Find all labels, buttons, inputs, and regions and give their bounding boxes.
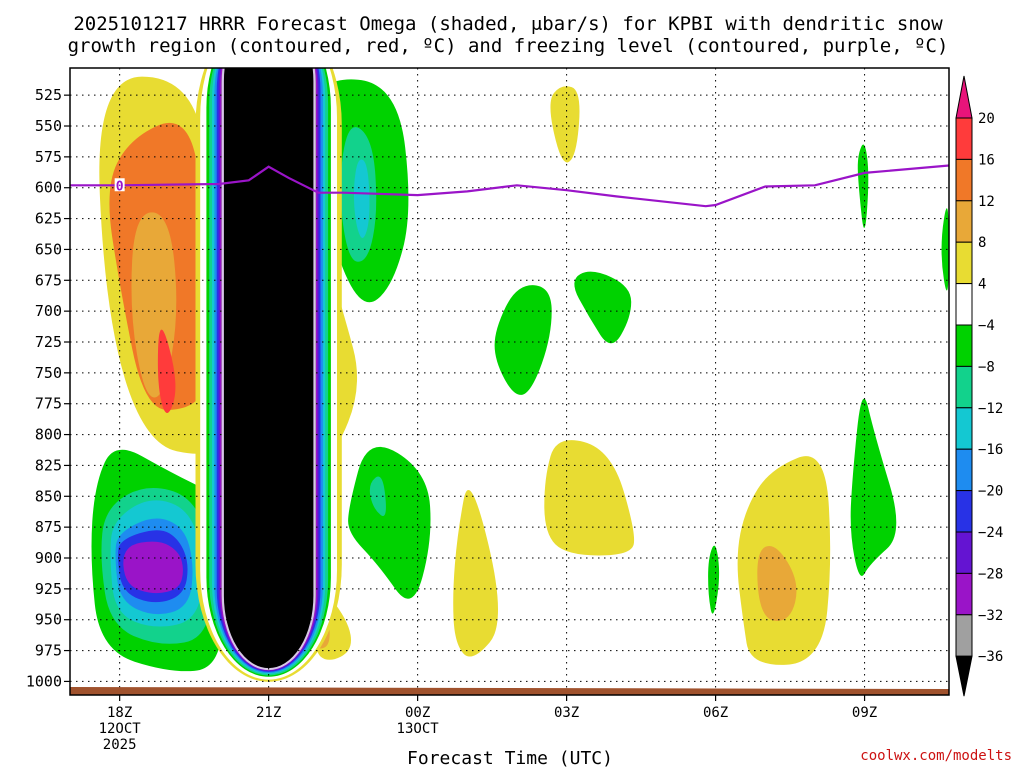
y-tick-label-875: 875 — [35, 518, 62, 536]
colorbar-band-4 — [955, 283, 973, 326]
freezing-level-contour: 0 — [70, 164, 950, 208]
x-axis-label: Forecast Time (UTC) — [407, 748, 613, 768]
x-tick-label-00Z-1: 13OCT — [397, 721, 440, 737]
colorbar-band-8 — [955, 448, 973, 492]
x-tick-label-18Z-1: 12OCT — [99, 721, 142, 737]
y-tick-label-575: 575 — [35, 148, 62, 166]
colorbar-label-9: −20 — [978, 484, 1003, 500]
omega-region-27 — [857, 144, 869, 229]
y-tick-label-675: 675 — [35, 271, 62, 289]
colorbar-label-3: 8 — [978, 235, 986, 251]
omega-region-28 — [850, 398, 897, 576]
colorbar-band-10 — [955, 531, 973, 574]
freezing-level-label: 0 — [116, 179, 124, 194]
freezing-level-line — [70, 164, 950, 208]
chart-title-line-2: growth region (contoured, red, ºC) and f… — [68, 35, 949, 57]
omega-region-22 — [574, 271, 632, 344]
colorbar-label-2: 12 — [978, 194, 995, 210]
y-tick-label-650: 650 — [35, 240, 62, 258]
y-tick-label-525: 525 — [35, 86, 62, 104]
omega-region-21 — [494, 285, 552, 395]
chart-title-line-1: 2025101217 HRRR Forecast Omega (shaded, … — [73, 13, 943, 35]
y-tick-label-1000: 1000 — [26, 672, 62, 690]
y-tick-label-800: 800 — [35, 426, 62, 444]
y-axis-ticks: 525 550 575 600 625 650 675 700 725 750 775 800 825 8… — [26, 86, 70, 690]
x-tick-label-21Z-0: 21Z — [256, 705, 281, 721]
omega-region-26 — [757, 545, 797, 621]
colorbar-label-6: −8 — [978, 359, 995, 375]
colorbar-band-11 — [955, 572, 973, 616]
y-tick-label-950: 950 — [35, 611, 62, 629]
pressure-gridlines — [70, 68, 949, 695]
colorbar-label-12: −32 — [978, 608, 1003, 624]
surface-band — [70, 687, 949, 695]
omega-region-24 — [708, 545, 720, 614]
x-tick-label-03Z-0: 03Z — [554, 705, 579, 721]
colorbar-label-4: 4 — [978, 277, 986, 293]
y-tick-label-925: 925 — [35, 580, 62, 598]
omega-shaded-fields — [91, 76, 949, 672]
colorbar-label-1: 16 — [978, 152, 995, 168]
x-tick-label-18Z-0: 18Z — [107, 705, 132, 721]
colorbar-label-8: −16 — [978, 442, 1003, 458]
colorbar-label-7: −12 — [978, 401, 1003, 417]
y-tick-label-700: 700 — [35, 302, 62, 320]
colorbar-label-5: −4 — [978, 318, 995, 334]
x-tick-label-18Z-2: 2025 — [103, 737, 137, 753]
colorbar-label-11: −28 — [978, 566, 1003, 582]
colorbar-band-3 — [955, 241, 973, 285]
y-tick-label-975: 975 — [35, 642, 62, 660]
y-tick-label-550: 550 — [35, 117, 62, 135]
y-tick-label-775: 775 — [35, 395, 62, 413]
omega-region-29 — [941, 208, 949, 291]
credit-link[interactable]: coolwx.com/modelts — [860, 748, 1012, 764]
colorbar-band-6 — [955, 365, 973, 409]
colorbar-band-0 — [955, 117, 973, 160]
colorbar-over-arrow — [955, 75, 973, 119]
colorbar-band-1 — [955, 158, 973, 202]
plot-frame — [69, 67, 950, 696]
omega-region-20 — [453, 490, 499, 657]
y-tick-label-750: 750 — [35, 364, 62, 382]
omega-region-23 — [544, 440, 635, 556]
colorbar-band-7 — [955, 407, 973, 450]
colorbar-band-12 — [955, 614, 973, 657]
colorbar-band-9 — [955, 490, 973, 533]
colorbar-label-0: 20 — [978, 111, 995, 127]
omega-region-19 — [550, 86, 580, 163]
colorbar-label-10: −24 — [978, 525, 1003, 541]
y-tick-label-825: 825 — [35, 456, 62, 474]
omega-region-3 — [157, 329, 176, 413]
omega-region-10 — [123, 541, 183, 594]
colorbar-legend: 20 16 12 8 4 −4 −8 −12 −16 −20 −24 −28 −32 −36 — [955, 75, 1003, 697]
y-tick-label-725: 725 — [35, 333, 62, 351]
omega-region-18 — [369, 476, 386, 517]
x-tick-label-09Z-0: 09Z — [852, 705, 877, 721]
colorbar-under-arrow — [955, 655, 973, 697]
y-tick-label-900: 900 — [35, 549, 62, 567]
omega-region-13 — [353, 159, 370, 238]
x-tick-label-06Z-0: 06Z — [703, 705, 728, 721]
y-tick-label-600: 600 — [35, 179, 62, 197]
y-tick-label-625: 625 — [35, 210, 62, 228]
colorbar-label-13: −36 — [978, 649, 1003, 665]
colorbar-band-2 — [955, 200, 973, 243]
colorbar-band-5 — [955, 324, 973, 367]
omega-region-17 — [348, 446, 431, 599]
surface-ground-band — [70, 687, 949, 695]
x-tick-label-00Z-0: 00Z — [405, 705, 430, 721]
freezing-label-bg — [114, 178, 125, 192]
y-tick-label-850: 850 — [35, 487, 62, 505]
